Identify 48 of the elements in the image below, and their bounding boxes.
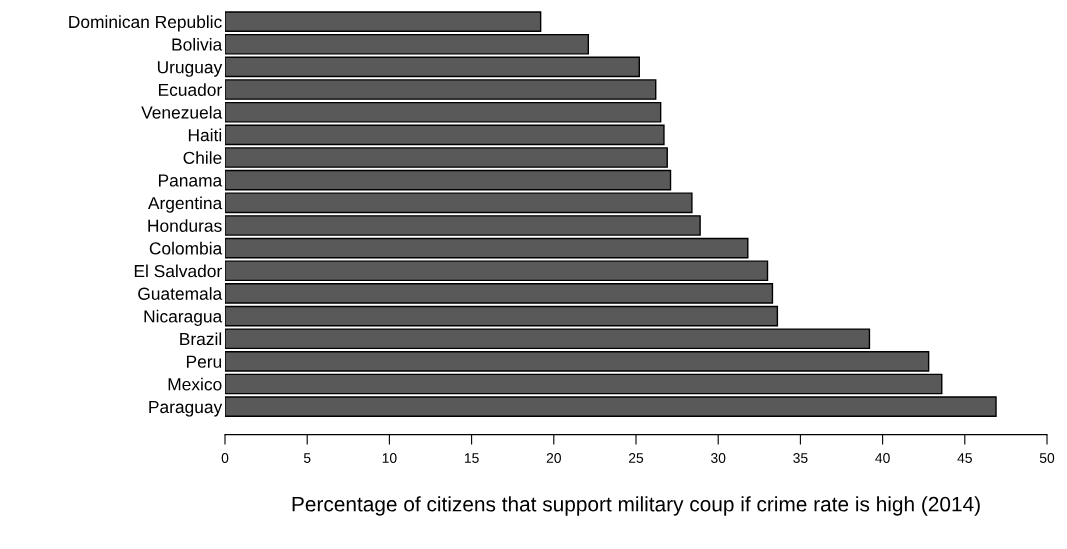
y-tick-label: Chile	[183, 151, 222, 164]
y-tick-label: Dominican Republic	[69, 15, 222, 32]
bar	[225, 328, 871, 350]
bar	[225, 305, 779, 327]
y-tick-label: Bolivia	[172, 37, 223, 51]
bar	[225, 56, 640, 78]
y-tick-label: Panama	[158, 174, 223, 187]
x-tick-label: 35	[793, 453, 808, 463]
bar	[225, 79, 657, 100]
bar	[225, 351, 930, 372]
y-tick-label: Mexico	[168, 377, 222, 391]
y-tick-label: Guatemala	[138, 287, 223, 300]
y-tick-label: Brazil	[180, 332, 222, 346]
bar	[225, 124, 665, 146]
x-tick-label: 5	[303, 453, 311, 463]
bar	[225, 169, 672, 191]
y-tick-label: Peru	[186, 355, 222, 368]
y-tick-label: Ecuador	[158, 83, 222, 97]
x-tick-label: 40	[875, 453, 890, 463]
bar	[225, 33, 590, 55]
y-tick-label: Nicaragua	[144, 309, 223, 326]
y-tick-label: Honduras	[148, 219, 222, 232]
x-tick-label: 15	[464, 453, 479, 463]
x-tick-label: 50	[1039, 453, 1055, 463]
x-tick-label: 30	[711, 453, 726, 463]
bar	[225, 192, 693, 214]
x-tick-label: 45	[957, 453, 972, 463]
y-tick-label: Haiti	[188, 128, 222, 142]
bar	[225, 11, 542, 32]
bar	[225, 215, 701, 236]
x-tick-label: 10	[382, 453, 397, 463]
y-tick-label: Argentina	[147, 196, 223, 213]
bar	[225, 396, 997, 417]
x-tick-label: 25	[628, 453, 644, 463]
bar	[225, 147, 668, 168]
bar	[225, 283, 774, 304]
bar	[225, 237, 749, 259]
bar	[225, 260, 769, 282]
x-tick-label: 20	[546, 453, 561, 463]
y-tick-label: El Salvador	[134, 264, 222, 278]
y-tick-label: Paraguay	[149, 401, 223, 417]
y-tick-label: Colombia	[149, 241, 223, 255]
x-axis-title: Percentage of citizens that support military coup if crime rate is high (2014)	[292, 496, 980, 516]
y-tick-label: Uruguay	[157, 61, 223, 77]
bar	[225, 373, 943, 395]
y-tick-label: Venezuela	[141, 105, 223, 119]
bar	[225, 101, 662, 123]
x-tick-label: 0	[221, 453, 229, 463]
